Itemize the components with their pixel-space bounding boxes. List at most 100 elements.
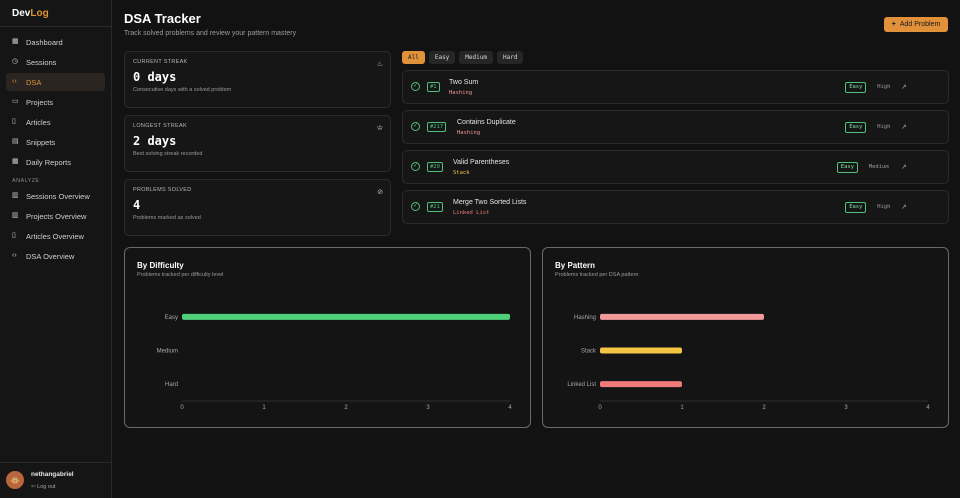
filter-all[interactable]: All xyxy=(402,51,425,64)
stat-desc: Problems marked as solved xyxy=(133,215,201,221)
x-tick-label: 3 xyxy=(426,405,430,411)
filter-medium[interactable]: Medium xyxy=(459,51,493,64)
chart-icon: ▥ xyxy=(12,212,19,219)
sidebar-nav: ▦ Dashboard ◷ Sessions ‹› DSA ▭ Projects ▯ Articl… xyxy=(0,27,111,267)
stat-card: LONGEST STREAK 2 days Best solving streak … xyxy=(124,115,391,172)
x-tick-label: 4 xyxy=(508,405,512,411)
external-link-icon[interactable]: ↗ xyxy=(901,124,907,131)
problem-row[interactable]: ✓ #1 Two Sum Hashing Easy High ↗ xyxy=(402,70,949,104)
problem-name: Valid Parentheses xyxy=(453,159,510,166)
bar-stack[interactable] xyxy=(600,347,682,354)
sidebar-item-label: Sessions xyxy=(26,57,57,67)
confidence-label: High xyxy=(877,84,891,90)
sidebar-item-articles-overview[interactable]: ▯ Articles Overview xyxy=(6,227,105,245)
sidebar-item-dsa[interactable]: ‹› DSA xyxy=(6,73,105,91)
pattern-chart-panel: By Pattern Problems tracked per DSA patt… xyxy=(542,247,949,428)
x-tick-label: 2 xyxy=(344,405,348,411)
chart-icon: ▥ xyxy=(12,192,19,199)
x-tick-label: 0 xyxy=(180,405,184,411)
sidebar-item-label: DSA xyxy=(26,77,42,87)
book-icon: ▯ xyxy=(12,232,16,239)
problem-number: #21 xyxy=(427,202,443,212)
sidebar-item-snippets[interactable]: ▤ Snippets xyxy=(6,133,105,151)
x-tick-label: 1 xyxy=(262,405,266,411)
sidebar-item-dashboard[interactable]: ▦ Dashboard xyxy=(6,33,105,51)
problem-name: Merge Two Sorted Lists xyxy=(453,199,527,206)
problem-row[interactable]: ✓ #21 Merge Two Sorted Lists Linked List Eas… xyxy=(402,190,949,224)
sidebar-item-projects[interactable]: ▭ Projects xyxy=(6,93,105,111)
sidebar-item-projects-overview[interactable]: ▥ Projects Overview xyxy=(6,207,105,225)
stat-value: 0 days xyxy=(133,70,177,84)
sidebar-item-sessions-overview[interactable]: ▥ Sessions Overview xyxy=(6,187,105,205)
code-icon: ‹› xyxy=(12,78,17,85)
check-icon[interactable]: ✓ xyxy=(411,122,420,131)
user-name: nethangabriel xyxy=(31,471,74,478)
confidence-label: High xyxy=(877,204,891,210)
difficulty-badge: Easy xyxy=(845,82,867,93)
category-label: Medium xyxy=(157,349,178,355)
x-tick-label: 4 xyxy=(926,405,930,411)
problem-name: Two Sum xyxy=(449,79,479,86)
problem-row[interactable]: ✓ #217 Contains Duplicate Hashing Easy High ↗ xyxy=(402,110,949,144)
stat-label: CURRENT STREAK xyxy=(133,59,188,65)
user-panel: 🐵 nethangabriel ⇦ Log out xyxy=(0,462,111,498)
difficulty-filters: All Easy Medium Hard xyxy=(402,51,527,64)
brand-logo[interactable]: DevLog xyxy=(0,0,111,27)
chart-title: By Pattern xyxy=(555,261,596,270)
problem-name: Contains Duplicate xyxy=(457,119,516,126)
confidence-label: Medium xyxy=(868,164,889,170)
problem-number: #1 xyxy=(427,82,440,92)
chart-title: By Difficulty xyxy=(137,261,184,270)
filter-easy[interactable]: Easy xyxy=(428,51,456,64)
calendar-icon: ▦ xyxy=(12,158,19,165)
logout-icon: ⇦ xyxy=(31,484,36,490)
logout-button[interactable]: ⇦ Log out xyxy=(31,484,74,490)
check-icon[interactable]: ✓ xyxy=(411,82,420,91)
add-problem-button[interactable]: + Add Problem xyxy=(884,17,948,32)
main-content: DSA Tracker Track solved problems and re… xyxy=(112,0,960,498)
page-title: DSA Tracker xyxy=(124,11,201,26)
code-icon: ‹› xyxy=(12,252,17,259)
filter-hard[interactable]: Hard xyxy=(496,51,524,64)
external-link-icon[interactable]: ↗ xyxy=(901,204,907,211)
grid-icon: ▦ xyxy=(12,38,19,45)
sidebar-item-articles[interactable]: ▯ Articles xyxy=(6,113,105,131)
difficulty-chart-panel: By Difficulty Problems tracked per diffi… xyxy=(124,247,531,428)
sidebar-item-sessions[interactable]: ◷ Sessions xyxy=(6,53,105,71)
category-label: Linked List xyxy=(567,382,596,388)
sidebar-section-label: ANALYZE xyxy=(12,178,40,184)
sidebar-item-label: Dashboard xyxy=(26,37,63,47)
external-link-icon[interactable]: ↗ xyxy=(901,164,907,171)
folder-icon: ▭ xyxy=(12,98,19,105)
x-tick-label: 2 xyxy=(762,405,766,411)
category-label: Easy xyxy=(165,315,178,321)
x-tick-label: 0 xyxy=(598,405,602,411)
sidebar-item-dsa-overview[interactable]: ‹› DSA Overview xyxy=(6,247,105,265)
clock-icon: ◷ xyxy=(12,58,19,65)
chart-subtitle: Problems tracked per DSA pattern xyxy=(555,272,639,278)
stat-card: PROBLEMS SOLVED 4 Problems marked as solve… xyxy=(124,179,391,236)
bar-linked-list[interactable] xyxy=(600,381,682,388)
problem-row[interactable]: ✓ #20 Valid Parentheses Stack Easy Medium ↗ xyxy=(402,150,949,184)
check-circle-icon: ⊘ xyxy=(377,189,383,196)
difficulty-badge: Easy xyxy=(836,162,859,173)
chart-subtitle: Problems tracked per difficulty level xyxy=(137,272,224,278)
sidebar-item-label: DSA Overview xyxy=(26,251,75,261)
sidebar: DevLog ▦ Dashboard ◷ Sessions ‹› DSA ▭ Projects… xyxy=(0,0,112,498)
external-link-icon[interactable]: ↗ xyxy=(901,84,907,91)
sidebar-item-label: Projects xyxy=(26,97,54,107)
difficulty-badge: Easy xyxy=(845,202,867,213)
stat-value: 4 xyxy=(133,198,141,212)
problem-pattern: Hashing xyxy=(457,130,481,136)
bar-hashing[interactable] xyxy=(600,313,764,320)
check-icon[interactable]: ✓ xyxy=(411,162,420,171)
bar-easy[interactable] xyxy=(182,313,510,320)
sidebar-item-daily-reports[interactable]: ▦ Daily Reports xyxy=(6,153,105,171)
check-icon[interactable]: ✓ xyxy=(411,202,420,211)
avatar[interactable]: 🐵 xyxy=(6,471,24,489)
x-tick-label: 3 xyxy=(844,405,848,411)
sidebar-item-label: Sessions Overview xyxy=(26,191,90,201)
stat-desc: Best solving streak recorded xyxy=(133,151,203,157)
problem-pattern: Stack xyxy=(453,170,470,176)
category-label: Stack xyxy=(581,349,597,355)
